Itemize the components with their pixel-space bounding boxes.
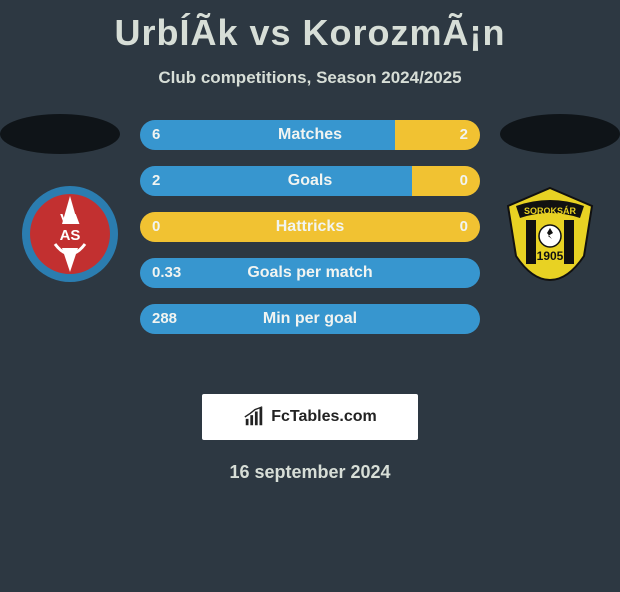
stat-value-right: 0 [460, 166, 468, 196]
stat-row: Goals per match0.33 [140, 258, 480, 288]
stat-value-left: 0.33 [152, 258, 181, 288]
stat-label: Goals per match [140, 258, 480, 288]
stat-row: Matches6 2 [140, 120, 480, 150]
stat-label: Goals [140, 166, 480, 196]
svg-text:VA: VA [60, 211, 80, 228]
comparison-panel: VA AS SOROKSÁR 1905 Matches62Goals20Hatt… [0, 114, 620, 374]
shadow-right [500, 114, 620, 154]
svg-text:AS: AS [60, 227, 81, 244]
team-badge-left: VA AS [20, 184, 120, 284]
stat-value-left: 2 [152, 166, 160, 196]
stat-rows: Matches62Goals20Hattricks00Goals per mat… [140, 120, 480, 350]
stat-value-left: 0 [152, 212, 160, 242]
stat-value-right: 0 [460, 212, 468, 242]
chart-icon [243, 406, 265, 428]
page-subtitle: Club competitions, Season 2024/2025 [0, 68, 620, 88]
brand-text: FcTables.com [271, 408, 377, 426]
stat-label: Hattricks [140, 212, 480, 242]
stat-value-right: 2 [460, 120, 468, 150]
team-badge-right: SOROKSÁR 1905 [500, 184, 600, 284]
shadow-left [0, 114, 120, 154]
stat-value-left: 6 [152, 120, 160, 150]
stat-value-left: 288 [152, 304, 177, 334]
stat-row: Min per goal288 [140, 304, 480, 334]
stat-row: Hattricks0 0 [140, 212, 480, 242]
brand-box[interactable]: FcTables.com [202, 394, 418, 440]
stat-label: Min per goal [140, 304, 480, 334]
page-title: UrbÍÃk vs KorozmÃ¡n [0, 12, 620, 54]
vasas-badge-icon: VA AS [20, 184, 120, 284]
stat-label: Matches [140, 120, 480, 150]
svg-text:1905: 1905 [537, 249, 564, 263]
stat-row: Goals2 0 [140, 166, 480, 196]
svg-text:SOROKSÁR: SOROKSÁR [524, 206, 577, 216]
soroksar-badge-icon: SOROKSÁR 1905 [500, 184, 600, 284]
date-text: 16 september 2024 [0, 462, 620, 483]
